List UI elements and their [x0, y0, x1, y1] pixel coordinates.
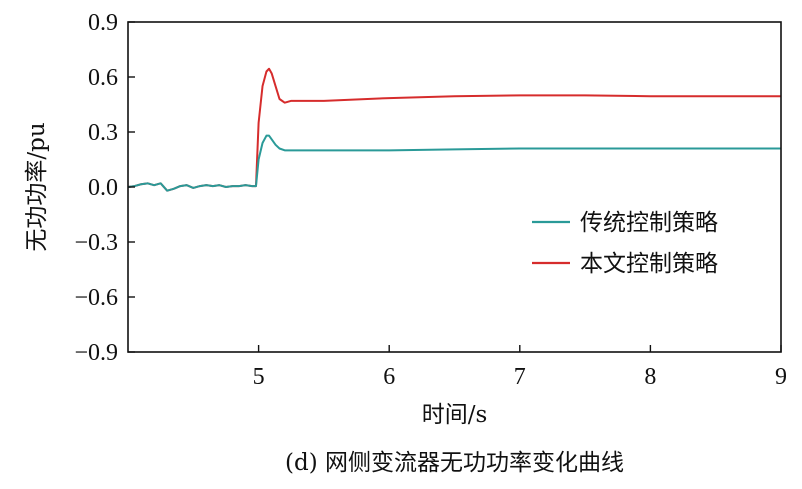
y-tick-label: 0.3 — [88, 120, 118, 146]
x-tick-label: 6 — [383, 364, 395, 390]
chart-caption: (d) 网侧变流器无功功率变化曲线 — [285, 450, 624, 476]
plot-series-group — [127, 67, 781, 192]
x-axis-label: 时间/s — [422, 402, 488, 428]
x-tick-label: 8 — [644, 364, 656, 390]
x-tick-label: 9 — [775, 364, 787, 390]
y-tick-label: −0.3 — [74, 230, 118, 256]
y-tick-label: 0.9 — [88, 10, 118, 36]
legend-label-1: 本文控制策略 — [580, 251, 718, 277]
series-line-1 — [127, 67, 781, 192]
tick-group: −0.9 −0.6 −0.3 0.0 0.3 0.6 0.9 5 6 7 8 9 — [74, 10, 787, 390]
y-tick-label: 0.6 — [88, 65, 118, 91]
legend-label-0: 传统控制策略 — [580, 210, 718, 236]
y-axis-label: 无功功率/pu — [24, 122, 50, 251]
x-tick-label: 7 — [514, 364, 526, 390]
x-tick-label: 5 — [253, 364, 265, 390]
y-tick-label: −0.6 — [74, 285, 118, 311]
y-tick-label: −0.9 — [74, 340, 118, 366]
series-line-0 — [127, 134, 781, 192]
y-tick-label: 0.0 — [88, 175, 118, 201]
